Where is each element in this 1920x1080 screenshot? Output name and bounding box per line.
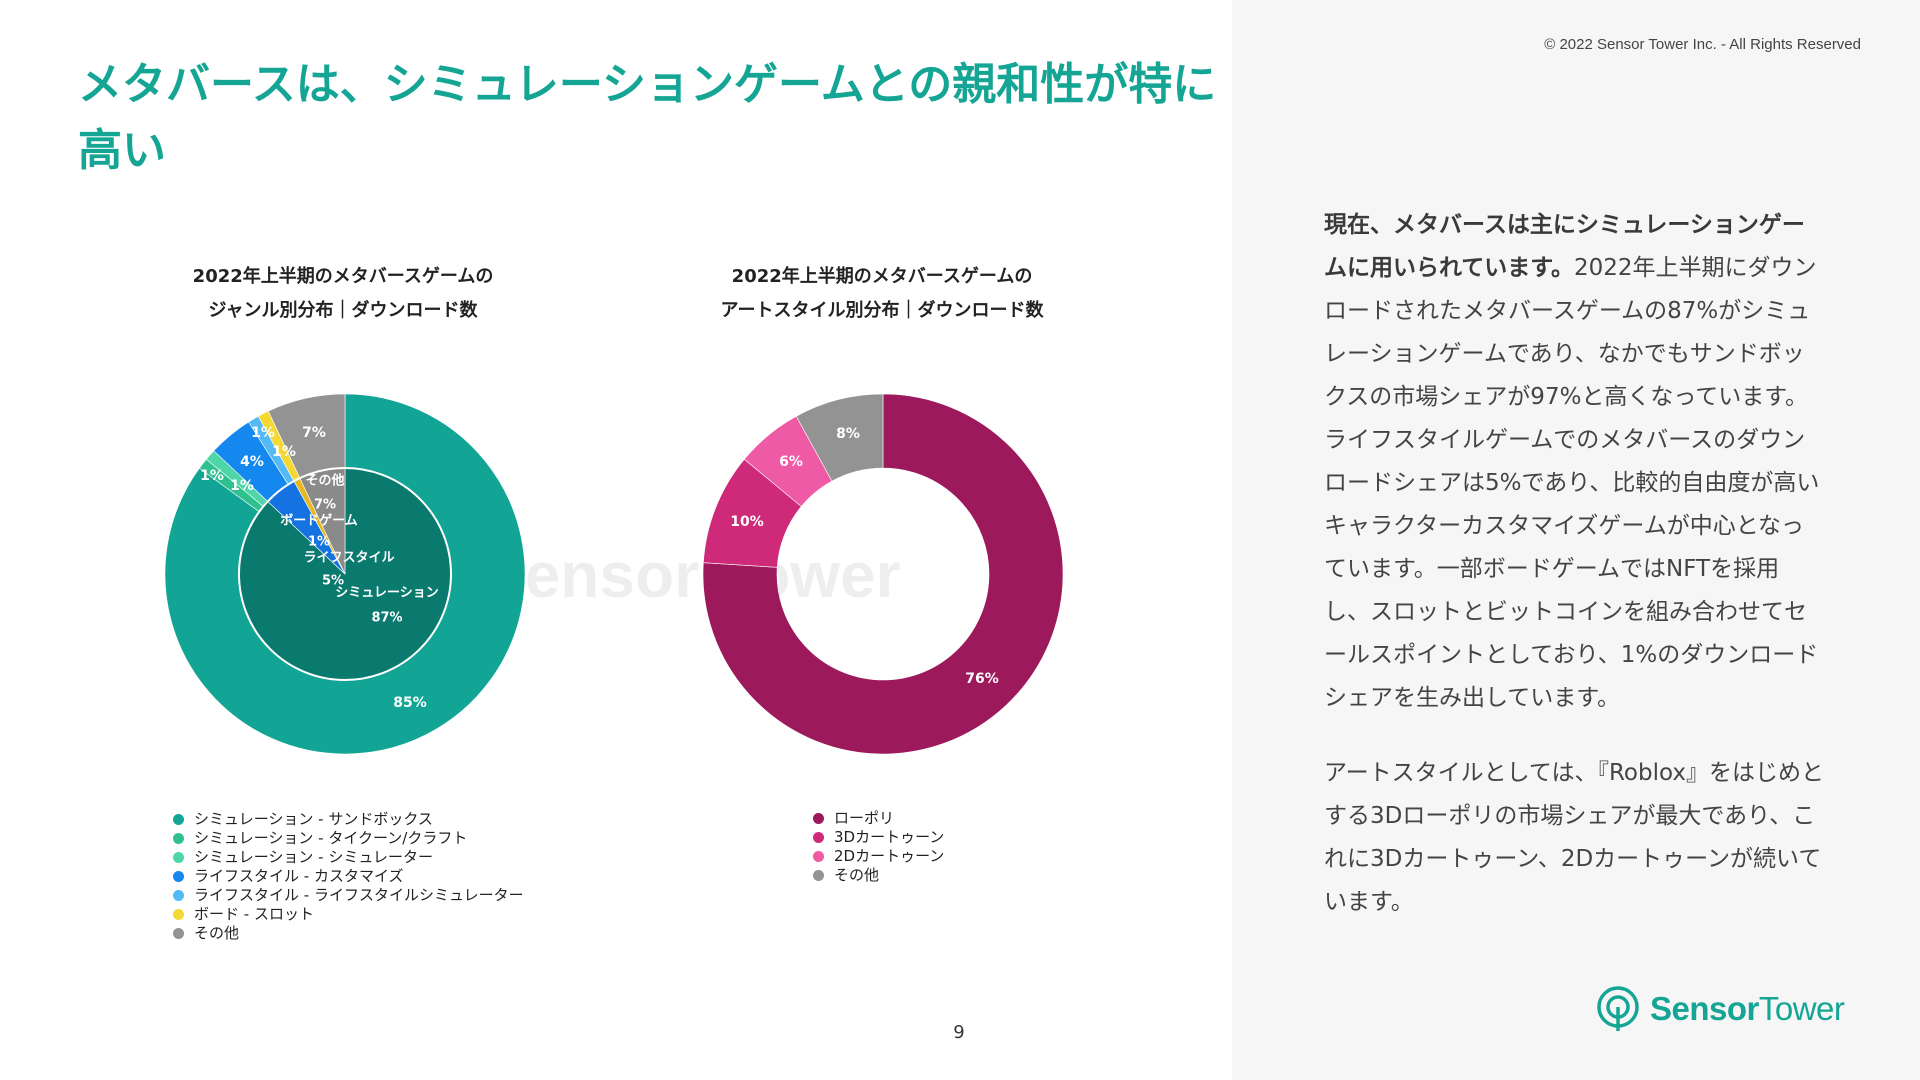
genre-legend-item-1: シミュレーション - タイクーン/クラフト	[173, 829, 524, 848]
body-paragraph-1-lead: 現在、メタバースは主にシミュレーションゲームに用いられています。	[1324, 212, 1805, 281]
body-paragraph-2: アートスタイルとしては、『Roblox』をはじめとする3Dローポリの市場シェアが…	[1324, 760, 1824, 915]
genre-legend-swatch-1	[173, 833, 184, 844]
logo-text: SensorTower	[1650, 990, 1845, 1028]
artstyle-legend-item-0: ローポリ	[813, 809, 944, 828]
genre-outer-label-6: 7%	[302, 425, 326, 441]
body-paragraph-1: 現在、メタバースは主にシミュレーションゲームに用いられています。2022年上半期…	[1324, 204, 1824, 720]
genre-legend-item-5: ボード - スロット	[173, 905, 524, 924]
artstyle-legend-item-1: 3Dカートゥーン	[813, 828, 944, 847]
genre-legend-label-2: シミュレーション - シミュレーター	[194, 848, 434, 866]
logo-text-light: Tower	[1758, 990, 1845, 1027]
genre-inner-label-2: 1%	[308, 535, 330, 550]
genre-legend-swatch-2	[173, 852, 184, 863]
genre-inner-label-1: 5%	[322, 574, 344, 589]
artstyle-legend-item-3: その他	[813, 866, 944, 885]
logo-text-bold: Sensor	[1650, 990, 1759, 1027]
genre-inner-name-3: その他	[305, 473, 344, 489]
artstyle-legend-swatch-0	[813, 813, 824, 824]
genre-legend-swatch-5	[173, 909, 184, 920]
body-paragraph-1-rest: 2022年上半期にダウンロードされたメタバースゲームの87%がシミュレーションゲ…	[1324, 255, 1820, 711]
artstyle-legend-item-2: 2Dカートゥーン	[813, 847, 944, 866]
artstyle-label-3: 8%	[836, 426, 860, 442]
genre-outer-label-4: 1%	[251, 425, 275, 441]
genre-inner-label-0: 87%	[371, 611, 402, 626]
genre-legend: シミュレーション - サンドボックス シミュレーション - タイクーン/クラフトシ…	[173, 810, 524, 943]
artstyle-label-0: 76%	[965, 671, 999, 687]
genre-outer-label-1: 1%	[200, 468, 224, 484]
artstyle-label-1: 10%	[730, 514, 764, 530]
genre-legend-item-2: シミュレーション - シミュレーター	[173, 848, 524, 867]
genre-legend-item-0: シミュレーション - サンドボックス	[173, 810, 524, 829]
genre-legend-item-4: ライフスタイル - ライフスタイルシミュレーター	[173, 886, 524, 905]
right-panel	[1232, 0, 1920, 1080]
artstyle-legend-label-3: その他	[834, 866, 880, 884]
genre-outer-label-2: 1%	[230, 478, 254, 494]
genre-chart-title-line1: 2022年上半期のメタバースゲームの	[192, 266, 494, 287]
genre-outer-label-5: 1%	[272, 444, 296, 460]
genre-legend-swatch-3	[173, 871, 184, 882]
page-number: 9	[953, 1022, 965, 1043]
genre-inner-name-0: シミュレーション	[335, 586, 438, 601]
genre-inner-label-3: 7%	[314, 498, 336, 513]
body-text: 現在、メタバースは主にシミュレーションゲームに用いられています。2022年上半期…	[1324, 204, 1824, 956]
artstyle-chart-title-line1: 2022年上半期のメタバースゲームの	[731, 266, 1033, 287]
genre-legend-swatch-4	[173, 890, 184, 901]
artstyle-label-2: 6%	[779, 454, 803, 470]
genre-outer-label-0: 85%	[393, 695, 427, 711]
artstyle-legend-label-0: ローポリ	[834, 809, 895, 827]
genre-inner-name-1: ライフスタイル	[303, 551, 394, 566]
page-title: メタバースは、シミュレーションゲームとの親和性が特に高い	[78, 59, 1217, 176]
artstyle-slice-3	[795, 393, 884, 482]
artstyle-chart-title: 2022年上半期のメタバースゲームの アートスタイル別分布｜ダウンロード数	[682, 260, 1082, 328]
genre-legend-swatch-6	[173, 928, 184, 939]
genre-legend-label-3: ライフスタイル - カスタマイズ	[194, 867, 404, 885]
artstyle-legend-swatch-3	[813, 870, 824, 881]
artstyle-legend-swatch-1	[813, 832, 824, 843]
genre-legend-item-3: ライフスタイル - カスタマイズ	[173, 867, 524, 886]
artstyle-chart-title-line2: アートスタイル別分布｜ダウンロード数	[720, 300, 1044, 321]
genre-outer-slice-0	[164, 393, 526, 755]
genre-legend-swatch-0	[173, 814, 184, 825]
genre-legend-label-4: ライフスタイル - ライフスタイルシミュレーター	[194, 886, 524, 904]
artstyle-legend: ローポリ 3Dカートゥーン 2Dカートゥーン その他	[813, 809, 944, 885]
charts-canvas: 85% 1% 1% 4% 1% 1% 7% シミュレーション 87% ライフスタイル 5% ボードゲー…	[164, 393, 1064, 755]
artstyle-slice-0	[702, 393, 1064, 755]
genre-chart-title: 2022年上半期のメタバースゲームの ジャンル別分布｜ダウンロード数	[143, 260, 543, 328]
copyright-notice: © 2022 Sensor Tower Inc. - All Rights Re…	[1544, 36, 1861, 53]
artstyle-legend-label-1: 3Dカートゥーン	[834, 828, 945, 846]
artstyle-legend-label-2: 2Dカートゥーン	[834, 847, 945, 865]
sensor-tower-logo: SensorTower	[1594, 985, 1845, 1033]
genre-legend-label-0: シミュレーション - サンドボックス	[194, 810, 433, 828]
genre-legend-label-5: ボード - スロット	[194, 905, 314, 923]
genre-inner-name-2: ボードゲーム	[280, 513, 358, 529]
genre-legend-label-6: その他	[194, 924, 240, 942]
genre-chart-title-line2: ジャンル別分布｜ダウンロード数	[208, 300, 478, 321]
genre-legend-label-1: シミュレーション - タイクーン/クラフト	[194, 829, 468, 847]
genre-outer-label-3: 4%	[240, 454, 264, 470]
artstyle-legend-swatch-2	[813, 851, 824, 862]
sensor-tower-logo-icon	[1597, 986, 1639, 1031]
genre-inner-ring-border	[238, 467, 452, 681]
genre-legend-item-6: その他	[173, 924, 524, 943]
